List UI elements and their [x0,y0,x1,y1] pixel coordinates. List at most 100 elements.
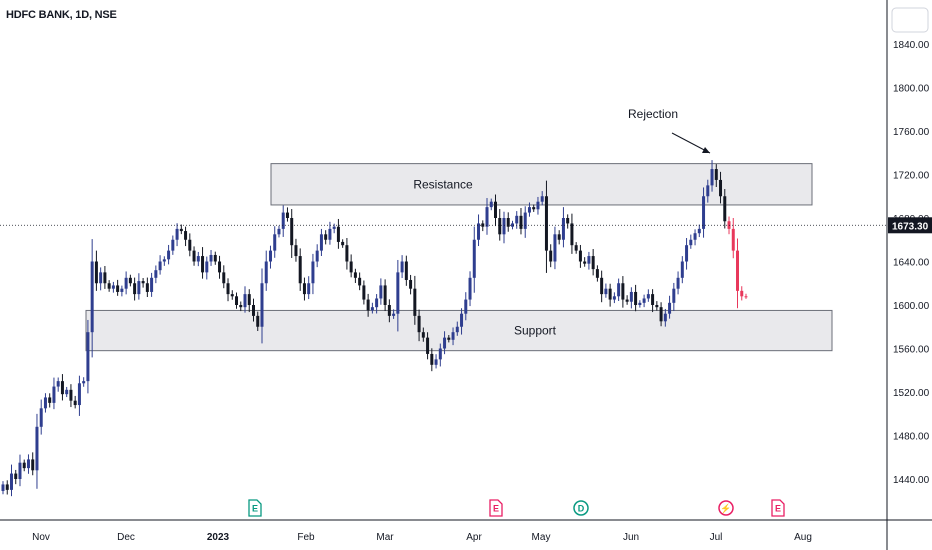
candle[interactable] [370,307,374,311]
candle[interactable] [31,459,35,471]
candle[interactable] [107,283,111,289]
candle[interactable] [192,250,196,262]
candle[interactable] [663,313,667,322]
event-dividend-icon[interactable] [573,500,589,516]
candle[interactable] [9,473,13,490]
candle[interactable] [494,201,498,218]
event-earnings-icon[interactable] [248,499,262,517]
candle[interactable] [481,223,485,227]
candle[interactable] [604,288,608,295]
candle[interactable] [73,400,77,406]
candle[interactable] [668,302,672,314]
candle[interactable] [60,381,64,395]
candle[interactable] [477,223,481,240]
candle[interactable] [574,245,578,251]
candle[interactable] [281,212,285,229]
candle[interactable] [133,283,137,295]
candle[interactable] [319,234,323,251]
candle[interactable] [472,239,476,278]
candle[interactable] [362,285,366,300]
event-split-icon[interactable] [718,500,734,516]
candle[interactable] [358,277,362,286]
candle[interactable] [120,288,124,292]
candle[interactable] [693,233,697,240]
candle[interactable] [672,288,676,303]
candle[interactable] [103,272,107,284]
candle[interactable] [128,277,132,284]
candle[interactable] [409,279,413,289]
candle[interactable] [353,272,357,278]
candle[interactable] [332,226,336,229]
candle[interactable] [116,285,120,292]
candle[interactable] [578,250,582,262]
candle[interactable] [570,223,574,246]
candle[interactable] [171,239,175,251]
candle[interactable] [583,261,587,264]
candle[interactable] [404,261,408,280]
candle[interactable] [595,269,599,278]
candle[interactable] [302,283,306,295]
event-earnings-icon[interactable] [771,499,785,517]
candle[interactable] [366,299,370,311]
candle[interactable] [561,218,565,240]
candle[interactable] [659,307,663,322]
candle[interactable] [264,261,268,284]
candle[interactable] [651,294,655,305]
candle[interactable] [646,294,650,299]
candle[interactable] [298,256,302,284]
candle[interactable] [515,215,519,224]
candle[interactable] [591,256,595,270]
candle[interactable] [740,290,744,297]
candle[interactable] [273,234,277,251]
candle[interactable] [634,291,638,305]
candle[interactable] [413,288,417,316]
candle[interactable] [430,353,434,365]
candle[interactable] [14,473,18,479]
candle[interactable] [94,261,98,284]
candle[interactable] [736,250,740,291]
candle[interactable] [1,484,5,491]
candle[interactable] [175,228,179,240]
candle[interactable] [294,245,298,257]
candle[interactable] [247,294,251,305]
candle[interactable] [680,261,684,278]
candle[interactable] [205,261,209,273]
candle[interactable] [18,462,22,479]
candle[interactable] [629,291,633,302]
candle[interactable] [124,277,128,289]
candle[interactable] [52,386,56,403]
candle[interactable] [167,250,171,260]
candle[interactable] [392,313,396,316]
candle[interactable] [502,218,506,235]
candle[interactable] [65,389,69,395]
candle[interactable] [387,305,391,316]
candle[interactable] [307,283,311,295]
candle[interactable] [43,397,47,409]
candle[interactable] [56,381,60,387]
candle[interactable] [706,185,710,197]
candle[interactable] [600,277,604,295]
candle[interactable] [222,272,226,284]
candle[interactable] [35,426,39,471]
candle[interactable] [655,305,659,308]
candle[interactable] [184,231,188,240]
candle[interactable] [226,283,230,295]
candle[interactable] [638,302,642,305]
candle[interactable] [137,281,141,295]
candle[interactable] [230,294,234,297]
candle[interactable] [383,285,387,305]
candle[interactable] [201,256,205,273]
candle[interactable] [731,228,735,251]
candle[interactable] [498,218,502,235]
candle[interactable] [685,245,689,262]
candle[interactable] [443,337,447,349]
candle[interactable] [99,272,103,284]
candle[interactable] [557,234,561,240]
candle[interactable] [48,397,52,403]
candle[interactable] [349,261,353,273]
candle[interactable] [141,281,145,284]
event-earnings-icon[interactable] [489,499,503,517]
candle[interactable] [544,196,548,251]
candle[interactable] [532,207,536,210]
